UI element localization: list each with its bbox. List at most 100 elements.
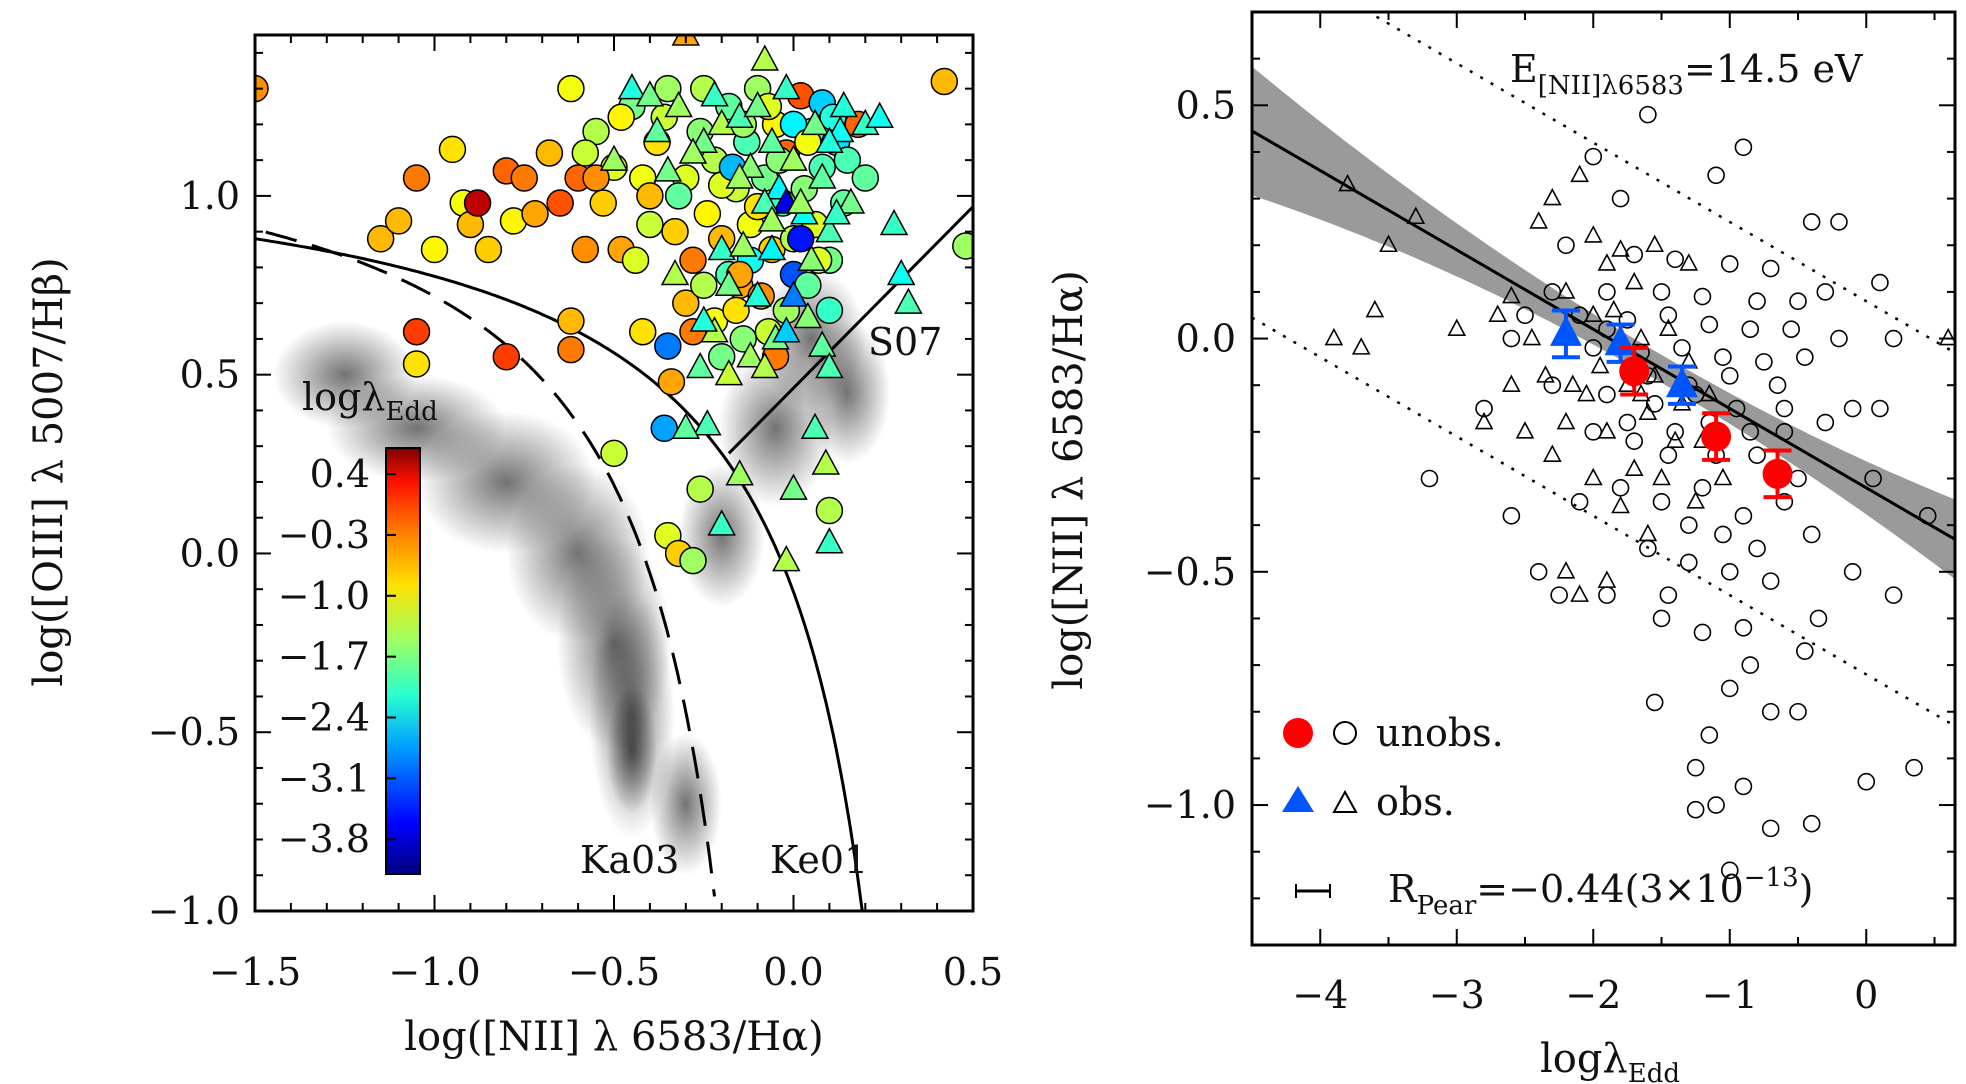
left-y-axis-label: log([OIII] λ 5007/Hβ) [26,257,72,686]
ka03-label: Ka03 [580,838,679,882]
galaxy-points [1324,105,1955,880]
obs-point-47 [689,305,719,332]
unobs-galaxy-59 [1720,562,1739,581]
colorbar-tick-label-0: 0.4 [310,452,370,496]
unobs-galaxy-7 [1625,245,1644,264]
unobs-point-18 [571,235,600,264]
obs-point-46 [779,473,808,500]
obs-galaxy-46 [1351,337,1371,355]
obs-galaxy-1 [1406,206,1426,225]
unobs-galaxy-86 [1598,320,1616,339]
unobs-galaxy-52 [1693,479,1712,497]
unobs-galaxy-22 [1700,315,1719,334]
unobs-galaxy-32 [1755,353,1773,371]
unobs-galaxy-79 [1918,507,1937,525]
unobs-point-108 [833,146,862,174]
obs-point-53 [700,80,729,107]
obs-point-10 [757,126,787,154]
unobs-galaxy-98 [1659,586,1678,604]
unobs-galaxy-58 [1680,553,1698,572]
obs-galaxy-9 [1570,164,1589,183]
unobs-galaxy-3 [1611,189,1630,208]
density-blob-10 [272,321,417,429]
obs-point-36 [793,301,823,329]
unobs-galaxy-26 [1884,329,1903,348]
x-tick-label-2: −0.5 [568,950,660,994]
obs-point-48 [772,316,801,343]
legend-obs-marker-filled [1282,786,1314,812]
obs-galaxy-29 [1474,411,1494,430]
obs-galaxy-47 [1679,253,1699,271]
unobs-point-30 [679,246,707,275]
unobs-galaxy-47 [1748,446,1766,464]
unobs-galaxy-45 [1666,423,1684,441]
unobs-galaxy-73 [1734,777,1753,796]
colorbar-gradient [385,447,421,875]
unobs-galaxy-44 [1625,432,1644,450]
obs-galaxy-21 [1502,374,1521,393]
obs-galaxy-13 [1624,271,1644,290]
obs-galaxy-19 [1631,327,1651,346]
obs-galaxy-23 [1563,374,1583,393]
unobs-point-8 [463,189,492,217]
left-x-axis-label: log([NII] λ 6583/Hα) [404,1014,823,1060]
obs-point-25 [714,269,744,297]
obs-point-6 [707,108,736,136]
colorbar-ticks: 0.4 −0.3 −1.0 −1.7 −2.4 −3.1 −3.8 [278,452,396,861]
unobs-point-88 [679,546,707,575]
unobs-galaxy-15 [1748,292,1766,311]
right-y-tick-label-1: 0.0 [1176,317,1236,361]
ke01-label: Ke01 [770,838,868,882]
obs-point-16 [807,162,837,189]
unobs-point-13 [521,200,549,228]
unobs-galaxy-40 [1775,399,1794,418]
unobs-galaxy-54 [1775,493,1794,511]
unobs-point-32 [693,200,722,228]
unobs-galaxy-81 [1905,758,1923,777]
unobs-galaxy-77 [1686,800,1705,819]
obs-galaxy-36 [1624,458,1644,476]
obs-galaxy-37 [1652,467,1671,486]
obs-galaxy-33 [1638,402,1658,420]
colorbar-tick-label-5: −3.1 [278,756,370,800]
right-x-tick-label-2: −2 [1565,973,1621,1017]
obs-galaxy-52 [1577,383,1596,402]
obs-galaxy-14 [1645,234,1665,253]
unobs-point-2 [384,207,413,235]
unobs-point-109 [851,164,880,192]
unobs-galaxy-33 [1796,348,1814,367]
unobs-point-92 [607,103,635,131]
unobs-galaxy-10 [1761,259,1780,278]
unobs-galaxy-62 [1598,586,1616,604]
x-tick-label-1: −1.0 [388,950,480,994]
unobs-galaxy-1 [1584,147,1603,166]
obs-point-1 [642,115,672,143]
unobs-galaxy-68 [1761,702,1780,721]
unobs-point-56 [930,67,959,96]
left-tick-labels: −1.5 −1.0 −0.5 0.0 0.5 −1.0 −0.5 0.0 0.5 1.0 [148,174,1004,994]
unobs-point-94 [621,246,650,275]
unobs-galaxy-18 [1516,306,1534,325]
unobs-point-15 [546,189,574,217]
obs-point-29 [714,359,744,386]
colorbar-tick-label-3: −1.7 [278,635,370,679]
colorbar-tick-label-2: −1.0 [278,574,370,618]
obs-point-59 [800,108,830,136]
unobs-galaxy-6 [1557,236,1575,255]
right-x-tick-label-1: −3 [1429,973,1485,1017]
unobs-galaxy-25 [1830,329,1848,348]
unobs-point-28 [661,217,689,246]
obs-point-21 [879,208,909,236]
unobs-galaxy-102 [1550,586,1568,604]
obs-point-40 [811,448,841,475]
unobs-galaxy-75 [1761,819,1780,838]
binned-obs-2 [1665,367,1698,398]
right-y-tick-label-2: −0.5 [1144,550,1236,594]
unobs-galaxy-31 [1714,348,1732,367]
obs-point-44 [772,545,801,572]
obs-point-37 [807,330,837,357]
unobs-galaxy-85 [1789,292,1807,311]
obs-point-45 [815,527,844,554]
demarcation-curves [255,205,973,911]
obs-galaxy-10 [1583,225,1603,243]
